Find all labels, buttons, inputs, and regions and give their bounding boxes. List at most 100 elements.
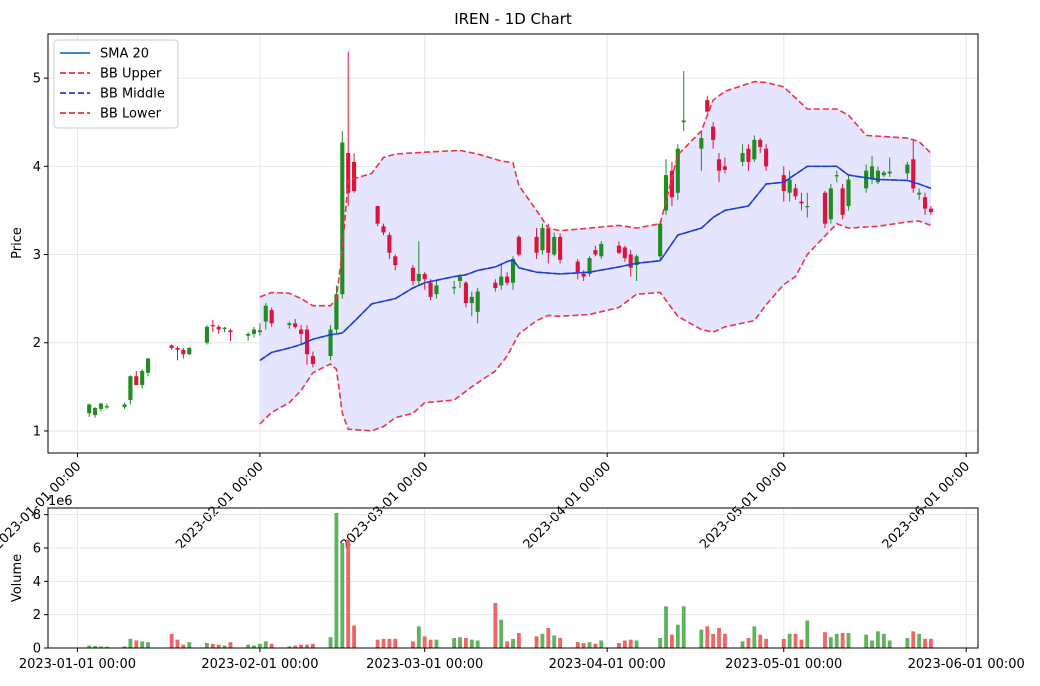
volume-bar	[587, 642, 592, 648]
candle-body	[181, 349, 186, 355]
volume-bar	[581, 643, 586, 648]
volume-bar	[887, 640, 892, 648]
volume-x-tick-label: 2023-04-01 00:00	[549, 657, 666, 672]
candle-body	[928, 208, 933, 213]
price-y-tick-label: 1	[33, 424, 41, 439]
candle-body	[740, 153, 745, 162]
candle-body	[558, 236, 563, 260]
volume-bar	[134, 640, 139, 648]
volume-bar	[210, 643, 215, 648]
sma20-line	[259, 165, 932, 361]
volume-x-tick-label: 2023-03-01 00:00	[366, 657, 483, 672]
candle-body	[887, 171, 892, 174]
candle-body	[752, 139, 757, 160]
candle-body	[505, 276, 510, 283]
candle-body	[428, 282, 433, 297]
candle-body	[675, 148, 680, 193]
volume-bar	[593, 643, 598, 648]
price-y-axis-label: Price	[10, 227, 25, 259]
volume-bar	[722, 633, 727, 648]
price-y-ticks: 1 2 3 4 5	[33, 72, 48, 439]
legend-label-sma20: SMA 20	[100, 47, 149, 62]
volume-bar	[617, 643, 621, 648]
candle-body	[764, 148, 769, 167]
volume-bar	[146, 642, 150, 648]
price-y-tick-label: 4	[33, 160, 41, 175]
candle-body	[346, 153, 351, 193]
volume-bar	[87, 645, 92, 648]
volume-bar	[434, 639, 439, 648]
volume-bar	[475, 640, 480, 648]
candle-body	[799, 201, 804, 204]
candle-body	[669, 170, 674, 198]
volume-bar	[928, 638, 933, 648]
volume-bar	[416, 626, 421, 648]
volume-bar	[923, 638, 927, 648]
candle-body	[746, 148, 751, 162]
candle-body	[222, 327, 227, 329]
volume-bars	[87, 513, 933, 648]
volume-bar	[387, 638, 392, 648]
volume-bar	[681, 606, 686, 648]
volume-bar	[599, 640, 604, 648]
volume-bar	[469, 639, 474, 648]
volume-y-tick-label: 4	[33, 575, 41, 590]
price-y-tick-label: 5	[33, 72, 41, 87]
volume-bar	[328, 637, 333, 648]
candle-body	[905, 164, 910, 174]
candle-body	[463, 282, 468, 304]
candle-body	[228, 330, 233, 333]
volume-y-tick-label: 6	[33, 542, 41, 557]
candlesticks	[87, 51, 933, 418]
candle-body	[552, 236, 557, 255]
candle-body	[93, 408, 98, 416]
candle-body	[287, 323, 292, 326]
volume-y-ticks: 0 2 4 6 8	[33, 508, 48, 657]
candle-body	[534, 236, 539, 253]
candle-body	[681, 120, 686, 123]
volume-bar	[505, 641, 510, 648]
volume-bar	[205, 643, 209, 648]
volume-bar	[793, 633, 798, 648]
candle-body	[98, 403, 104, 409]
candle-body	[828, 188, 833, 220]
volume-bar	[346, 539, 351, 648]
volume-bar	[670, 634, 674, 648]
candle-body	[475, 291, 480, 312]
volume-bar	[511, 638, 515, 648]
price-y-tick-label: 2	[33, 336, 41, 351]
candle-body	[381, 226, 386, 233]
candle-body	[87, 404, 92, 414]
candle-body	[658, 223, 663, 257]
candle-body	[758, 139, 763, 147]
volume-bar	[828, 637, 833, 648]
candle-body	[128, 376, 133, 401]
volume-y-axis-label: Volume	[10, 554, 25, 602]
volume-bar	[911, 631, 916, 648]
candle-body	[140, 370, 145, 386]
volume-bar	[310, 643, 315, 648]
volume-bar	[746, 638, 751, 648]
volume-bar	[299, 644, 304, 648]
price-y-tick-label: 3	[33, 248, 41, 263]
candle-body	[299, 329, 304, 334]
volume-bar	[340, 543, 345, 648]
bb-upper-line	[259, 80, 932, 307]
candle-body	[846, 179, 851, 207]
volume-bar	[628, 639, 633, 648]
price-axes-frame	[47, 33, 979, 454]
volume-bar	[222, 645, 227, 648]
volume-bar	[104, 646, 109, 648]
volume-bar	[216, 644, 221, 648]
volume-x-tick-label: 2023-01-01 00:00	[19, 657, 136, 672]
candle-body	[251, 329, 257, 334]
candle-body	[875, 170, 880, 183]
candle-body	[187, 348, 192, 355]
candle-body	[793, 188, 798, 197]
candle-body	[663, 175, 669, 211]
legend-frame	[53, 39, 179, 129]
volume-bar	[99, 646, 103, 648]
volume-bar	[764, 638, 769, 648]
volume-bar	[881, 633, 886, 648]
candle-body	[869, 166, 875, 180]
